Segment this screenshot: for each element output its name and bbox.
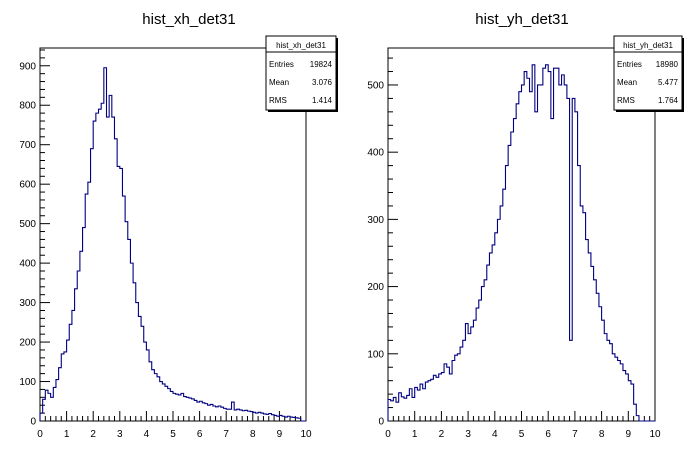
x-tick-label: 10 — [300, 429, 312, 440]
stats-box-frame — [613, 35, 683, 111]
x-tick-label: 8 — [250, 429, 256, 440]
stats-value: 3.076 — [312, 78, 333, 87]
stats-label: Entries — [617, 60, 642, 69]
stats-label: Mean — [269, 78, 289, 87]
stats-value: 1.414 — [312, 96, 333, 105]
y-tick-label: 500 — [19, 219, 36, 230]
x-tick-label: 3 — [465, 429, 471, 440]
chart-title: hist_yh_det31 — [475, 11, 568, 28]
x-tick-label: 9 — [277, 429, 283, 440]
x-tick-label: 5 — [170, 429, 176, 440]
x-tick-label: 5 — [519, 429, 525, 440]
x-tick-label: 7 — [223, 429, 229, 440]
y-tick-label: 100 — [19, 377, 36, 388]
histogram-line — [387, 64, 655, 422]
y-tick-label: 200 — [367, 282, 384, 293]
stats-label: RMS — [269, 96, 287, 105]
x-tick-label: 1 — [64, 429, 70, 440]
x-tick-label: 4 — [492, 429, 498, 440]
stats-box-frame — [265, 35, 337, 111]
stats-value: 18980 — [656, 60, 679, 69]
x-tick-label: 0 — [385, 429, 391, 440]
histogram-line — [39, 67, 306, 422]
x-tick-label: 6 — [197, 429, 203, 440]
x-tick-label: 1 — [412, 429, 418, 440]
stats-box: hist_yh_det31 Entries 18980 Mean 5.477 RMS 1.7… — [613, 35, 684, 112]
x-tick-label: 6 — [545, 429, 551, 440]
stats-label: RMS — [617, 96, 635, 105]
x-tick-label: 0 — [37, 429, 43, 440]
x-tick-label: 4 — [144, 429, 150, 440]
stats-box-title: hist_xh_det31 — [276, 41, 326, 50]
stats-box-title: hist_yh_det31 — [623, 41, 673, 50]
y-tick-label: 900 — [19, 61, 36, 72]
x-tick-label: 2 — [90, 429, 96, 440]
y-tick-label: 800 — [19, 101, 36, 112]
x-tick-label: 8 — [599, 429, 605, 440]
x-tick-label: 3 — [117, 429, 123, 440]
stats-value: 1.764 — [658, 96, 679, 105]
x-tick-label: 9 — [626, 429, 632, 440]
y-tick-label: 100 — [367, 349, 384, 360]
y-tick-label: 300 — [19, 298, 36, 309]
stats-value: 5.477 — [658, 78, 679, 87]
y-tick-label: 300 — [367, 215, 384, 226]
y-tick-label: 400 — [19, 259, 36, 270]
stats-box: hist_xh_det31 Entries 19824 Mean 3.076 RMS 1.4… — [265, 35, 338, 112]
stats-value: 19824 — [310, 60, 333, 69]
y-tick-label: 600 — [19, 180, 36, 191]
x-tick-label: 7 — [572, 429, 578, 440]
x-tick-label: 2 — [439, 429, 445, 440]
y-tick-label: 0 — [30, 417, 36, 428]
y-tick-label: 700 — [19, 140, 36, 151]
y-tick-label: 200 — [19, 338, 36, 349]
chart-title: hist_xh_det31 — [142, 11, 235, 28]
stats-label: Entries — [269, 60, 294, 69]
y-tick-label: 400 — [367, 148, 384, 159]
x-tick-label: 10 — [649, 429, 661, 440]
y-tick-label: 500 — [367, 80, 384, 91]
y-tick-label: 0 — [378, 417, 384, 428]
stats-label: Mean — [617, 78, 637, 87]
